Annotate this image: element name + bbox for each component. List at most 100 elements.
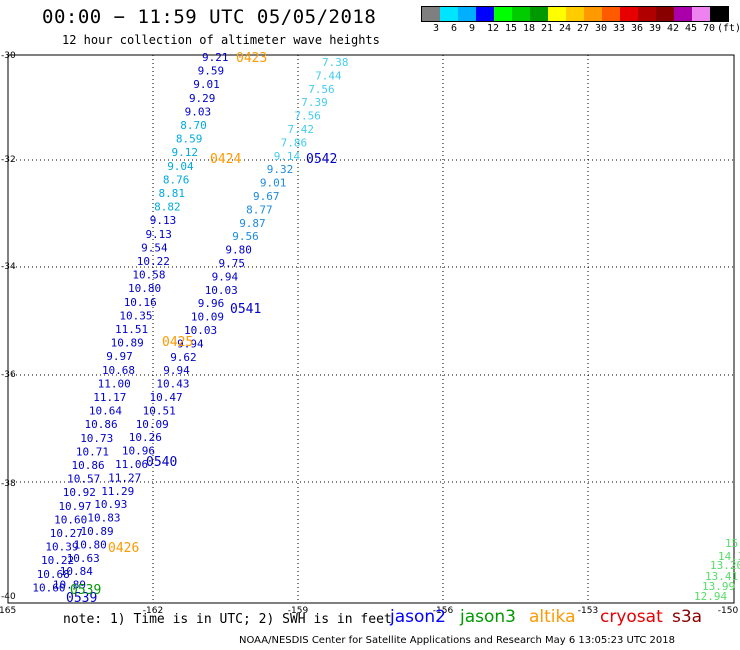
color-scale-label: 15 [505, 23, 518, 34]
swh-value: 10.63 [67, 552, 100, 565]
swh-value: 9.94 [177, 337, 204, 350]
lon-tick-label: -162 [143, 606, 163, 616]
swh-value: 10.68 [102, 364, 135, 377]
swh-value: 10.22 [137, 255, 170, 268]
footer-note: note: 1) Time is in UTC; 2) SWH is in fe… [63, 612, 392, 627]
color-swatch [512, 7, 530, 21]
swh-value: 10.27 [50, 527, 83, 540]
swh-value: 10.89 [53, 579, 86, 592]
time-label: 0425 [162, 335, 193, 350]
swh-value: 9.94 [212, 270, 239, 283]
color-scale-label: 36 [631, 23, 644, 34]
time-label: 0539 [70, 583, 101, 598]
color-swatch [710, 7, 728, 21]
swh-value: 9.03 [185, 105, 212, 118]
swh-value: 10.47 [150, 391, 183, 404]
swh-value: 10.86 [85, 418, 118, 431]
lat-tick-label: -38 [1, 479, 16, 489]
swh-value: 10.80 [74, 538, 107, 551]
swh-value: 10.93 [94, 498, 127, 511]
swh-value: 10.51 [143, 404, 176, 417]
color-swatch [548, 7, 566, 21]
grid-lines [8, 55, 734, 603]
swh-value: 9.13 [145, 228, 172, 241]
swh-value: 10.39 [45, 541, 78, 554]
swh-value: 9.97 [106, 350, 133, 363]
swh-value: 10.89 [81, 525, 114, 538]
swh-value: 9.04 [167, 160, 194, 173]
color-swatch [566, 7, 584, 21]
swh-value: 10.71 [76, 445, 109, 458]
lon-tick-label: -165 [0, 606, 16, 616]
swh-value: 7.86 [281, 136, 308, 149]
color-scale-label: 30 [595, 23, 608, 34]
swh-value: 7.56 [294, 110, 321, 123]
swh-value: 9.01 [193, 78, 220, 91]
credit-line: NOAA/NESDIS Center for Satellite Applica… [239, 635, 675, 646]
axis-tick-labels: -165 -162 -159 -156 -153 -150 -30 -32 -34 -36 -38 -… [0, 51, 738, 616]
swh-value: 7.38 [322, 56, 349, 69]
satellite-legend-altika: altika [529, 607, 576, 627]
swh-value: 10.89 [111, 337, 144, 350]
swh-value: 10.73 [80, 432, 113, 445]
time-label: 0424 [210, 152, 241, 167]
swh-value: 9.54 [141, 241, 168, 254]
lon-tick-label: -156 [433, 606, 454, 616]
swh-value: 10.58 [132, 269, 165, 282]
color-swatch [494, 7, 512, 21]
color-scale-label: 9 [469, 23, 476, 34]
color-scale-label: 70 [703, 23, 716, 34]
page-subtitle: 12 hour collection of altimeter wave hei… [62, 33, 380, 47]
swh-value: 9.01 [260, 177, 287, 190]
swh-value: 9.75 [219, 257, 246, 270]
swh-value: 11.06 [115, 458, 148, 471]
color-swatch [620, 7, 638, 21]
page-title: 00:00 − 11:59 UTC 05/05/2018 [42, 6, 377, 28]
swh-value: 9.67 [253, 190, 280, 203]
swh-value: 7.42 [288, 123, 315, 136]
color-scale-label: 27 [577, 23, 590, 34]
time-label: 0426 [108, 541, 139, 556]
color-scale-label: 42 [667, 23, 680, 34]
swh-value: 10.09 [191, 311, 224, 324]
swh-value: 8.70 [180, 119, 207, 132]
swh-value: 10.26 [129, 431, 162, 444]
swh-value: 10.60 [54, 513, 87, 526]
swh-value: 9.80 [225, 244, 252, 257]
swh-value: 11.29 [101, 485, 134, 498]
swh-value: 10.03 [184, 324, 217, 337]
time-label: 0541 [230, 302, 261, 317]
track-west: 9.219.599.019.299.038.708.599.129.048.76… [32, 51, 228, 594]
swh-value: 11.17 [93, 391, 126, 404]
swh-value: 9.59 [198, 65, 225, 78]
time-label: 0542 [306, 152, 337, 167]
lat-tick-label: -34 [1, 262, 16, 272]
color-scale-label: 45 [685, 23, 698, 34]
color-scale-label: 18 [523, 23, 536, 34]
color-scale-label: 33 [613, 23, 626, 34]
satellite-legend-s3a: s3a [672, 607, 703, 627]
swh-value: 7.39 [301, 96, 328, 109]
swh-value: 10.03 [205, 284, 238, 297]
color-swatch [476, 7, 494, 21]
swh-value: 10.83 [87, 512, 120, 525]
color-swatch [458, 7, 476, 21]
edge-swh-value: 13.20 [710, 559, 740, 572]
color-scale-label: 39 [649, 23, 662, 34]
swh-value: 11.51 [115, 323, 148, 336]
edge-swh-value: 13.99 [702, 580, 735, 593]
color-scale-label: 21 [541, 23, 554, 34]
swh-value: 8.77 [246, 203, 273, 216]
swh-value: 10.22 [41, 554, 74, 567]
swh-value: 7.56 [308, 83, 335, 96]
swh-value: 9.94 [163, 364, 190, 377]
swh-value: 9.96 [198, 297, 225, 310]
color-scale-label: 24 [559, 23, 572, 34]
color-scale-label: 12 [487, 23, 500, 34]
swh-value: 10.60 [32, 581, 65, 594]
time-label: 0423 [236, 51, 267, 66]
swh-value: 10.80 [128, 282, 161, 295]
swh-value: 10.35 [119, 309, 152, 322]
